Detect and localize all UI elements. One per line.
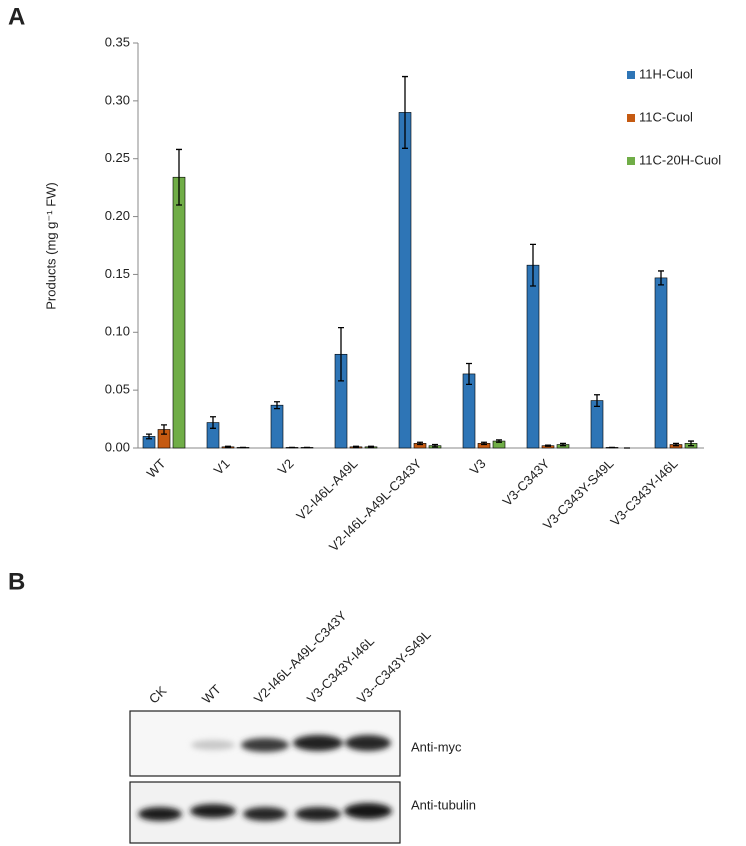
- y-tick-label: 0.35: [105, 34, 130, 49]
- x-tick-label: V3-C343Y-I46L: [607, 456, 680, 529]
- band: [345, 735, 391, 751]
- row-label: Anti-tubulin: [411, 797, 476, 812]
- error-bar: [545, 444, 551, 447]
- band: [293, 735, 343, 751]
- x-tick-label: V2: [275, 456, 297, 478]
- bar: [590, 400, 604, 449]
- error-bar: [560, 442, 566, 447]
- error-bar: [530, 243, 536, 287]
- band: [241, 738, 289, 752]
- panel-label: B: [8, 568, 25, 595]
- error-bar: [594, 394, 600, 407]
- x-tick-label: WT: [144, 456, 169, 481]
- error-bar: [688, 440, 694, 447]
- error-bar: [338, 327, 344, 382]
- legend-label: 11C-20H-Cuol: [639, 152, 721, 167]
- error-bar: [417, 441, 423, 446]
- error-bar: [353, 445, 359, 449]
- error-bar: [481, 441, 487, 446]
- lane-label: CK: [146, 683, 170, 707]
- lane-label: V2-I46L-A49L-C343Y: [251, 608, 350, 707]
- y-tick-label: 0.05: [105, 382, 130, 397]
- lane-label: WT: [199, 682, 224, 707]
- error-bar: [368, 445, 374, 449]
- error-bar: [402, 75, 408, 149]
- legend-swatch: [627, 157, 635, 165]
- x-tick-label: V1: [211, 456, 233, 478]
- band: [295, 807, 341, 821]
- y-tick-label: 0.20: [105, 208, 130, 223]
- legend-label: 11C-Cuol: [639, 109, 693, 124]
- error-bar: [432, 443, 438, 448]
- y-tick-label: 0.10: [105, 324, 130, 339]
- bar: [654, 277, 668, 449]
- band: [190, 804, 236, 818]
- error-bar: [658, 270, 664, 286]
- bar: [398, 112, 412, 449]
- blot-bands: [138, 735, 392, 821]
- error-bar: [274, 401, 280, 410]
- band: [191, 740, 235, 750]
- legend-label: 11H-Cuol: [639, 66, 693, 81]
- y-tick-label: 0.25: [105, 150, 130, 165]
- error-bar: [210, 416, 216, 429]
- y-tick-label: 0.00: [105, 439, 130, 454]
- band: [243, 807, 287, 821]
- bar: [172, 176, 186, 449]
- bar: [462, 373, 476, 449]
- panel-label: A: [8, 3, 25, 30]
- y-tick-label: 0.15: [105, 266, 130, 281]
- error-bar: [176, 148, 182, 206]
- band: [344, 803, 392, 819]
- error-bar: [466, 362, 472, 386]
- row-label: Anti-myc: [411, 739, 462, 754]
- x-tick-label: V2-I46L-A49L: [293, 456, 360, 523]
- error-bar: [496, 439, 502, 443]
- error-bar: [161, 424, 167, 435]
- error-bar: [146, 433, 152, 440]
- error-bar: [225, 445, 231, 449]
- y-axis-label: Products (mg g⁻¹ FW): [43, 182, 58, 310]
- legend-swatch: [627, 114, 635, 122]
- bar: [526, 264, 540, 449]
- legend-swatch: [627, 71, 635, 79]
- bar: [270, 404, 284, 449]
- band: [138, 807, 182, 821]
- x-tick-label: V3: [467, 456, 489, 478]
- y-tick-label: 0.30: [105, 92, 130, 107]
- x-tick-label: V3-C343Y: [500, 456, 553, 509]
- error-bar: [673, 442, 679, 447]
